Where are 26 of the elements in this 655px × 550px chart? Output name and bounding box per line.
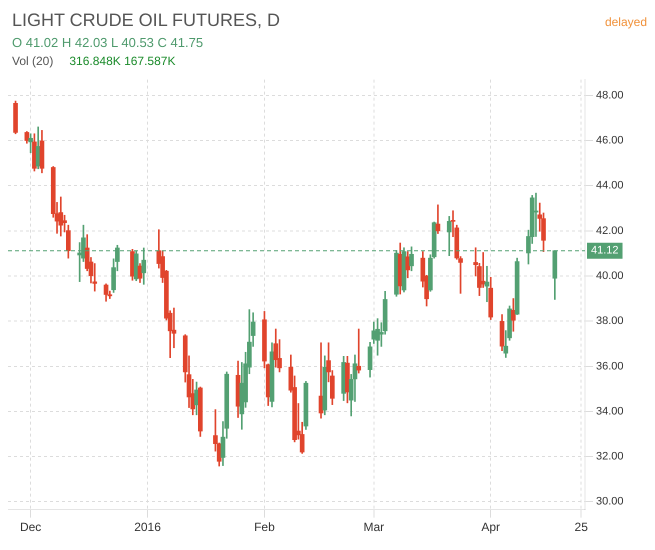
candlestick xyxy=(436,204,440,234)
y-tick-label: 46.00 xyxy=(596,134,624,147)
chart-title: LIGHT CRUDE OIL FUTURES, D xyxy=(11,9,282,32)
x-tick-label: Dec xyxy=(20,520,42,534)
y-tick-label: 30.00 xyxy=(596,496,624,508)
candlestick xyxy=(318,342,324,419)
candlestick xyxy=(484,266,490,302)
x-tick-label: Apr xyxy=(481,520,500,534)
text: Vol (20) xyxy=(12,54,54,68)
y-tick-label: 38.00 xyxy=(596,315,624,328)
y-tick-label: 44.00 xyxy=(596,180,624,192)
y-tick-label: 48.00 xyxy=(596,89,624,102)
x-tick-label: Feb xyxy=(254,520,276,534)
candlestick xyxy=(534,192,538,237)
y-tick-label: 42.00 xyxy=(596,224,624,237)
x-tick-label: 25 xyxy=(574,520,588,534)
x-tick-label: Mar xyxy=(363,520,384,534)
text: 316.848K 167.587K xyxy=(69,54,176,68)
y-tick-label: 34.00 xyxy=(596,405,624,418)
text: delayed xyxy=(604,15,647,29)
text: O 41.02 H 42.03 L 40.53 C 41.75 xyxy=(11,34,204,52)
x-tick-label: 2016 xyxy=(134,520,162,534)
y-tick-label: 40.00 xyxy=(596,270,624,282)
y-tick-label: 32.00 xyxy=(596,450,624,463)
y-tick-label: 36.00 xyxy=(596,360,624,372)
ref-line-label: 41.12 xyxy=(591,244,619,257)
